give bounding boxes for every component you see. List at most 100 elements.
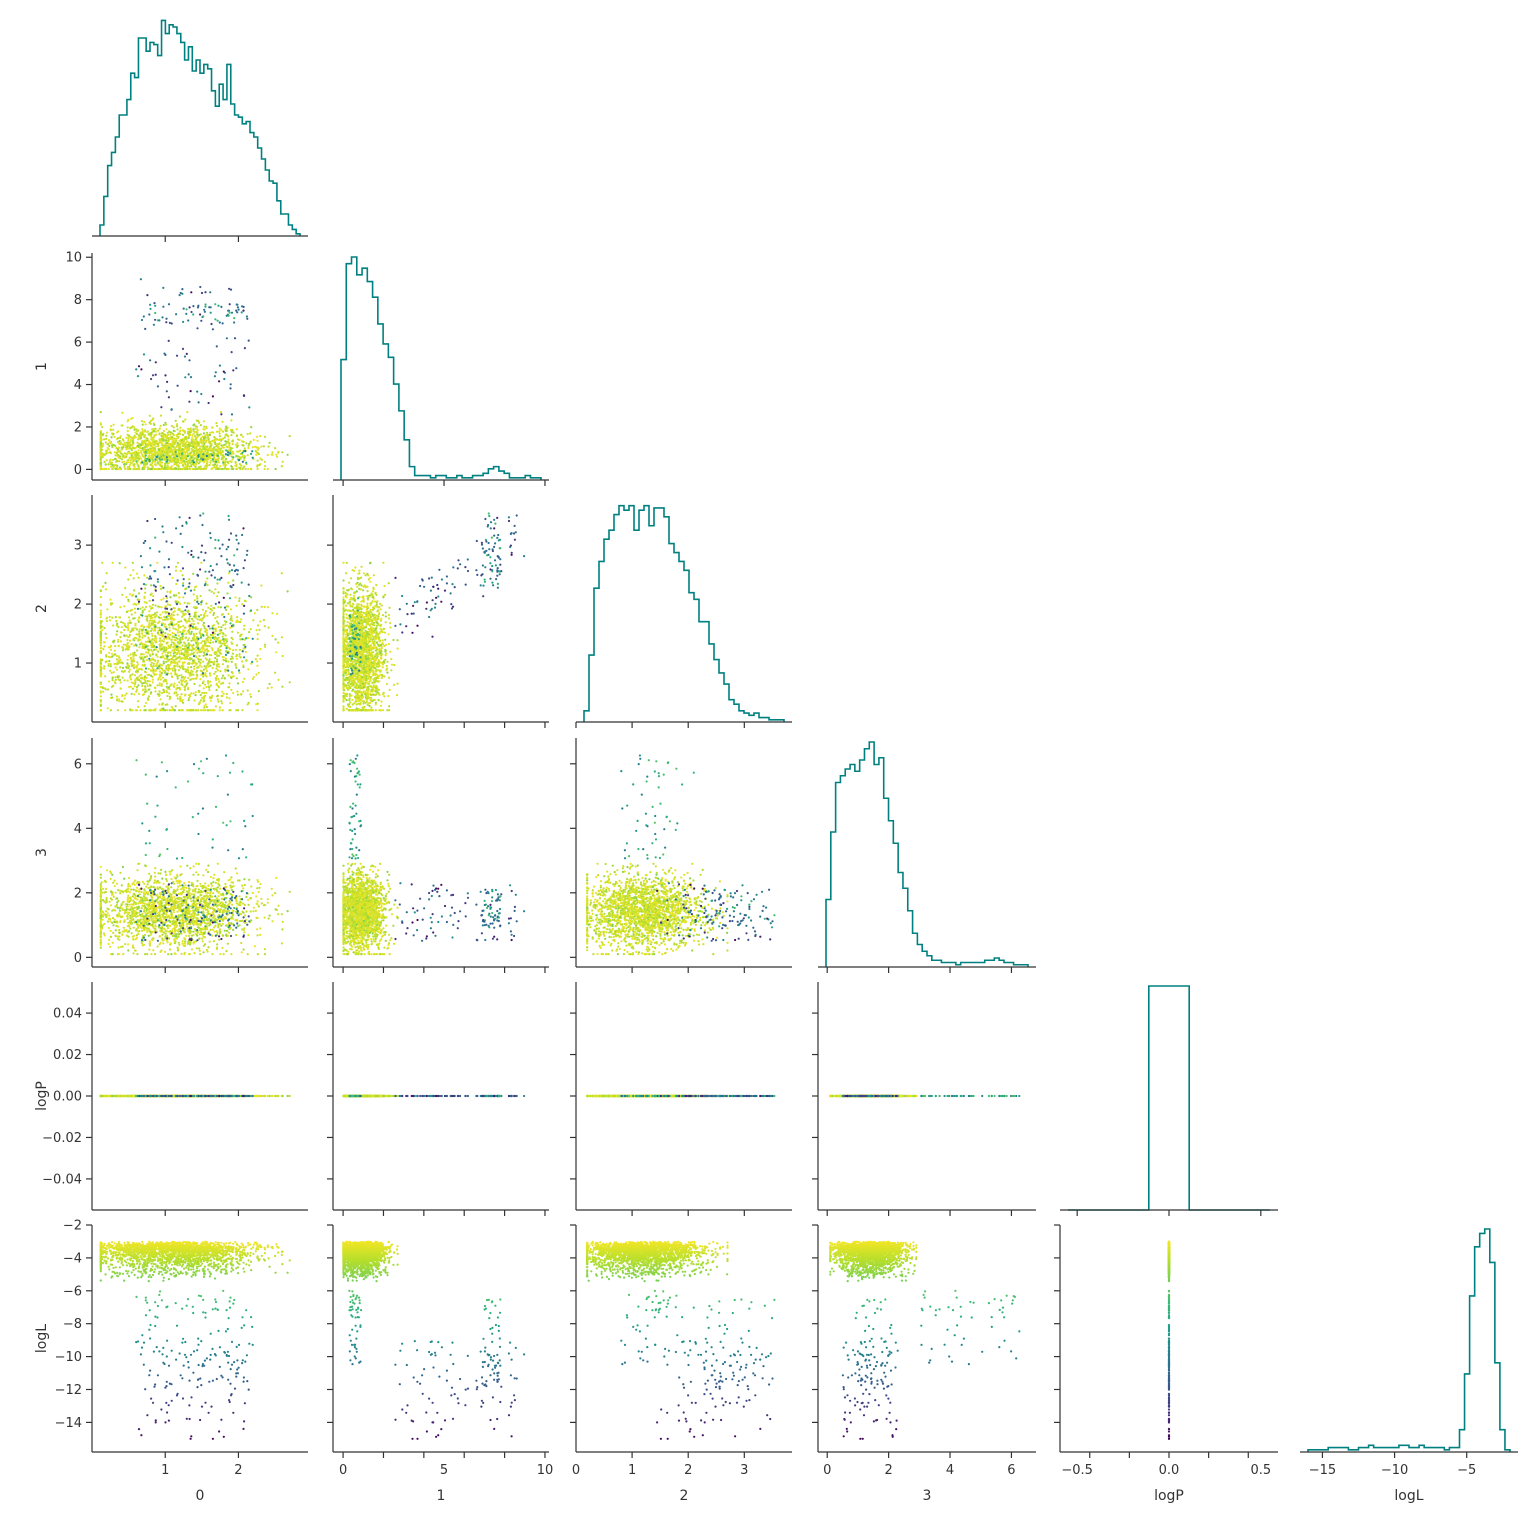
scatter-point — [281, 451, 284, 454]
scatter-point — [101, 561, 104, 564]
scatter-point — [237, 308, 240, 311]
scatter-point — [202, 428, 205, 431]
scatter-point — [130, 692, 133, 696]
scatter-point — [197, 454, 200, 457]
scatter-point — [203, 425, 206, 428]
scatter-point — [158, 626, 161, 629]
scatter-point — [135, 572, 139, 575]
scatter-point — [125, 462, 128, 466]
scatter-point — [133, 685, 136, 688]
scatter-point — [180, 649, 183, 652]
scatter-point — [169, 604, 172, 607]
scatter-point — [224, 623, 227, 626]
scatter-point — [148, 680, 151, 683]
scatter-point — [117, 437, 120, 440]
scatter-point — [192, 623, 196, 626]
scatter-point — [131, 687, 134, 690]
scatter-point — [156, 561, 159, 564]
scatter-point — [170, 451, 173, 454]
scatter-point — [128, 676, 131, 679]
scatter-point — [118, 442, 121, 445]
scatter-point — [223, 377, 226, 381]
scatter-point — [182, 630, 185, 634]
scatter-point — [134, 674, 137, 677]
scatter-point — [152, 642, 155, 645]
scatter-point — [159, 629, 162, 632]
scatter-point — [228, 682, 231, 685]
scatter-point — [165, 691, 169, 694]
scatter-point — [165, 540, 168, 543]
scatter-point — [185, 657, 188, 661]
scatter-point — [109, 428, 112, 431]
scatter-point — [148, 619, 152, 622]
scatter-point — [148, 452, 151, 455]
scatter-point — [215, 637, 218, 640]
scatter-point — [213, 576, 216, 579]
scatter-point — [241, 638, 244, 641]
scatter-point — [197, 304, 200, 307]
scatter-point — [174, 452, 177, 456]
scatter-point — [137, 639, 140, 642]
scatter-point — [202, 445, 205, 448]
scatter-point — [205, 685, 208, 689]
scatter-point — [186, 440, 189, 443]
scatter-point — [248, 594, 251, 598]
scatter-point — [175, 628, 178, 631]
scatter-point — [160, 631, 163, 634]
scatter-point — [148, 313, 151, 316]
scatter-point — [211, 627, 214, 630]
scatter-point — [185, 587, 188, 590]
scatter-point — [119, 687, 122, 690]
scatter-point — [158, 691, 161, 694]
scatter-point — [122, 647, 125, 650]
scatter-point — [190, 669, 193, 672]
scatter-point — [101, 629, 104, 632]
scatter-point — [144, 454, 147, 457]
scatter-point — [139, 432, 142, 435]
scatter-point — [147, 695, 151, 698]
scatter-point — [160, 667, 164, 670]
scatter-point — [119, 681, 122, 684]
scatter-point — [228, 572, 231, 575]
scatter-point — [233, 317, 236, 320]
scatter-point — [224, 464, 227, 468]
scatter-point — [132, 467, 135, 471]
scatter-point — [195, 632, 198, 635]
scatter-point — [156, 578, 159, 581]
scatter-point — [177, 629, 180, 632]
scatter-point — [183, 430, 186, 433]
scatter-point — [264, 645, 267, 649]
scatter-point — [110, 652, 114, 655]
scatter-point — [124, 709, 127, 712]
scatter-point — [173, 648, 176, 651]
scatter-point — [218, 380, 221, 383]
scatter-point — [170, 541, 173, 544]
scatter-point — [217, 452, 220, 455]
scatter-point — [152, 671, 155, 675]
scatter-point — [193, 661, 196, 664]
scatter-point — [154, 585, 157, 588]
scatter-point — [251, 677, 254, 681]
scatter-point — [150, 377, 153, 381]
scatter-point — [169, 436, 172, 439]
scatter-point — [179, 709, 183, 712]
scatter-point — [132, 459, 135, 463]
scatter-point — [218, 364, 221, 367]
scatter-point — [139, 278, 142, 281]
scatter-point — [208, 672, 211, 675]
scatter-point — [133, 636, 136, 639]
scatter-point — [171, 631, 174, 635]
scatter-point — [148, 621, 151, 625]
scatter-point — [266, 467, 269, 471]
scatter-point — [160, 616, 163, 619]
scatter-point — [239, 620, 242, 624]
scatter-point — [158, 427, 161, 430]
scatter-point — [226, 313, 229, 316]
scatter-point — [163, 671, 167, 674]
scatter-point — [243, 394, 246, 397]
scatter-point — [181, 452, 184, 455]
scatter-point — [192, 692, 195, 695]
scatter-point — [213, 672, 216, 675]
scatter-point — [165, 595, 168, 598]
scatter-point — [236, 693, 239, 696]
